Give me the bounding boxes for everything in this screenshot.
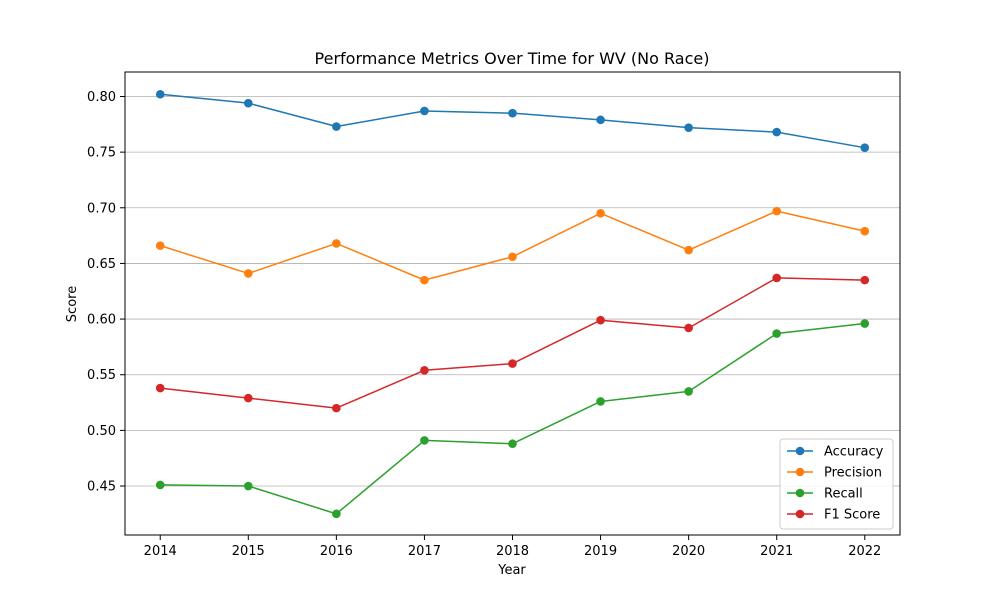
x-axis: 2014 2015 2016 2017 2018 2019 2020 2021 2022 xyxy=(144,535,881,559)
data-point-recall xyxy=(155,480,165,490)
series-line-f1-score xyxy=(160,277,865,409)
data-point-accuracy xyxy=(332,122,341,131)
y-tick-label: 0.45 xyxy=(87,480,116,495)
data-point-precision xyxy=(596,209,605,218)
x-tick-label: 2016 xyxy=(320,544,353,559)
series-layer xyxy=(155,89,870,519)
series-line-recall xyxy=(160,322,865,515)
y-tick-label: 0.65 xyxy=(87,257,116,272)
data-point-accuracy xyxy=(155,89,165,99)
legend-marker-accuracy xyxy=(795,446,805,456)
data-point-f1-score xyxy=(596,315,605,325)
legend-label-f1-score: F1 Score xyxy=(824,508,880,523)
data-point-accuracy xyxy=(508,108,517,118)
legend-label-accuracy: Accuracy xyxy=(824,445,884,460)
data-point-accuracy xyxy=(243,98,253,108)
y-tick-label: 0.55 xyxy=(87,368,116,383)
x-tick-label: 2022 xyxy=(848,544,881,559)
legend-box xyxy=(779,438,894,530)
data-point-precision xyxy=(420,275,429,285)
legend-label-precision: Precision xyxy=(824,466,882,481)
x-tick-label: 2014 xyxy=(144,544,177,559)
data-point-f1-score xyxy=(772,273,782,283)
x-tick-label: 2019 xyxy=(584,544,617,559)
data-point-recall xyxy=(420,436,429,445)
data-point-precision xyxy=(243,269,253,278)
data-point-recall xyxy=(860,319,870,328)
x-tick-label: 2018 xyxy=(496,544,529,559)
series-line-precision xyxy=(160,210,865,281)
data-point-accuracy xyxy=(772,127,782,137)
data-point-precision xyxy=(860,226,870,236)
data-point-precision xyxy=(684,245,693,255)
data-point-accuracy xyxy=(596,115,605,125)
data-point-precision xyxy=(772,206,782,216)
data-point-f1-score xyxy=(243,393,253,403)
data-point-f1-score xyxy=(332,403,341,413)
y-tick-label: 0.70 xyxy=(87,201,116,216)
chart-title: Performance Metrics Over Time for WV (No… xyxy=(315,49,710,68)
data-point-f1-score xyxy=(684,323,693,333)
y-tick-label: 0.75 xyxy=(87,146,116,161)
legend-label-recall: Recall xyxy=(824,487,863,502)
x-tick-label: 2017 xyxy=(408,544,441,559)
y-axis: 0.45 0.50 0.55 0.60 0.65 0.70 0.75 0.80 xyxy=(87,90,125,495)
data-point-recall xyxy=(684,387,693,396)
legend-marker-recall xyxy=(795,488,805,498)
legend-marker-f1-score xyxy=(795,509,805,519)
data-point-recall xyxy=(596,397,605,406)
data-point-recall xyxy=(772,329,782,338)
grid-lines xyxy=(125,96,900,487)
x-tick-label: 2015 xyxy=(232,544,265,559)
x-axis-label: Year xyxy=(497,563,526,578)
legend-marker-precision xyxy=(795,467,805,477)
y-tick-label: 0.80 xyxy=(87,90,116,105)
data-point-recall xyxy=(243,481,253,491)
data-point-precision xyxy=(155,241,165,250)
data-point-f1-score xyxy=(155,383,165,393)
data-point-precision xyxy=(508,252,517,262)
data-point-accuracy xyxy=(684,123,693,132)
x-tick-label: 2021 xyxy=(760,544,793,559)
data-point-recall xyxy=(332,509,341,519)
y-tick-label: 0.60 xyxy=(87,313,116,328)
x-tick-label: 2020 xyxy=(672,544,705,559)
y-tick-label: 0.50 xyxy=(87,424,116,439)
series-line-accuracy xyxy=(160,93,865,149)
data-point-accuracy xyxy=(420,106,429,116)
data-point-recall xyxy=(508,439,517,449)
data-point-f1-score xyxy=(860,275,870,285)
legend: Accuracy Precision Recall F1 Score xyxy=(779,438,894,530)
data-point-f1-score xyxy=(420,365,429,375)
y-axis-label: Score xyxy=(65,286,80,322)
data-point-f1-score xyxy=(508,359,517,368)
data-point-accuracy xyxy=(860,143,870,152)
data-point-precision xyxy=(332,239,341,248)
